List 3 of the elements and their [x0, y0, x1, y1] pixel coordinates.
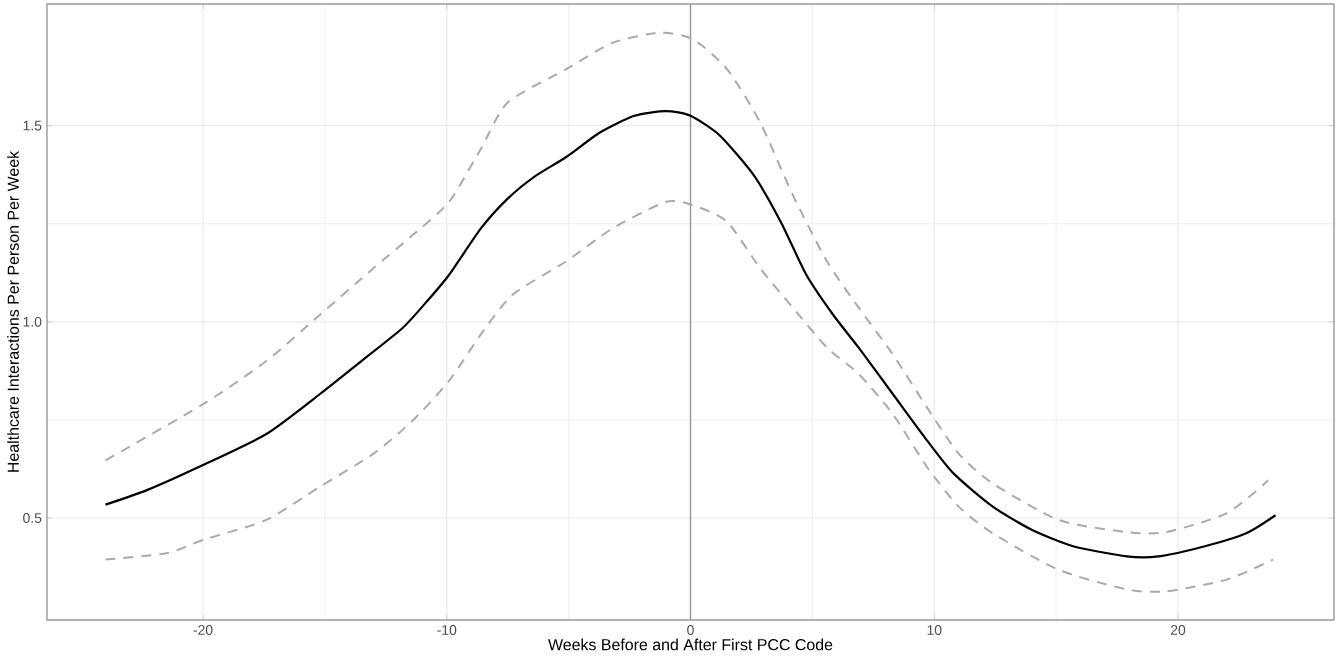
line-series — [104, 110, 1277, 559]
line-series — [104, 31, 1270, 535]
line-series — [104, 199, 1275, 593]
